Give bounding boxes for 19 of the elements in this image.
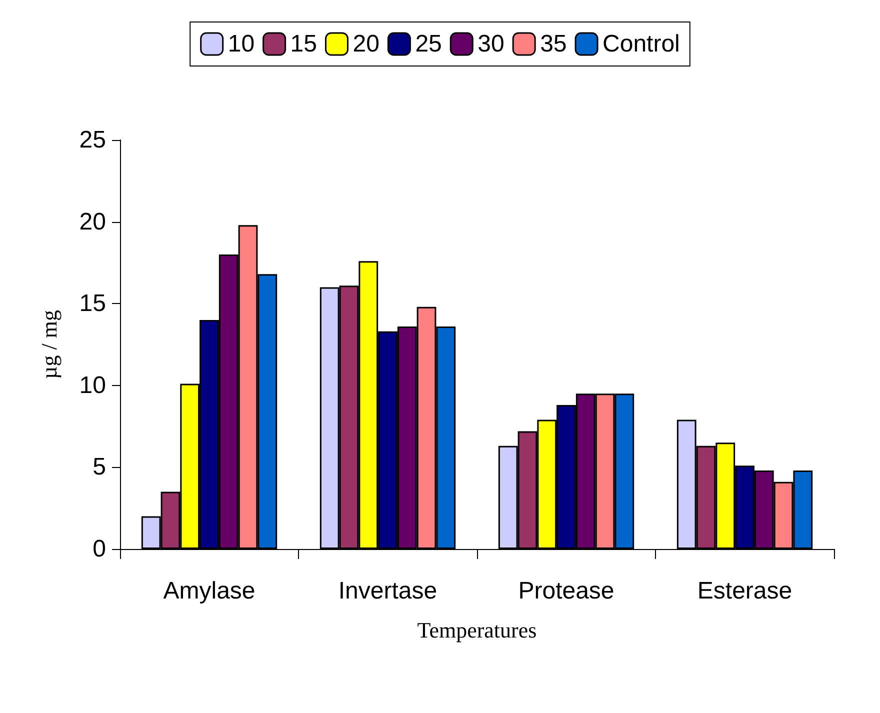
y-tick-label: 10 xyxy=(79,372,106,399)
legend-label: 15 xyxy=(290,30,318,58)
x-tick-label: Amylase xyxy=(163,578,256,604)
x-tick-label: Esterase xyxy=(697,578,792,604)
legend-label: 25 xyxy=(415,30,442,58)
legend-label: 35 xyxy=(540,30,567,58)
y-tick-label: 20 xyxy=(79,208,106,236)
y-tick-label: 25 xyxy=(79,126,106,154)
y-axis-title: µg / mg xyxy=(36,310,62,379)
legend-label: 30 xyxy=(478,30,504,58)
x-axis-title: Temperatures xyxy=(417,618,537,642)
x-tick-label: Invertase xyxy=(338,578,438,604)
x-tick-label: Protease xyxy=(518,578,614,604)
y-tick-label: 5 xyxy=(92,454,106,481)
y-tick-label: 0 xyxy=(92,536,106,562)
legend-label: 20 xyxy=(352,30,380,58)
legend-label: Control xyxy=(602,30,680,58)
y-tick-label: 15 xyxy=(79,290,106,318)
legend-label: 10 xyxy=(228,30,255,58)
